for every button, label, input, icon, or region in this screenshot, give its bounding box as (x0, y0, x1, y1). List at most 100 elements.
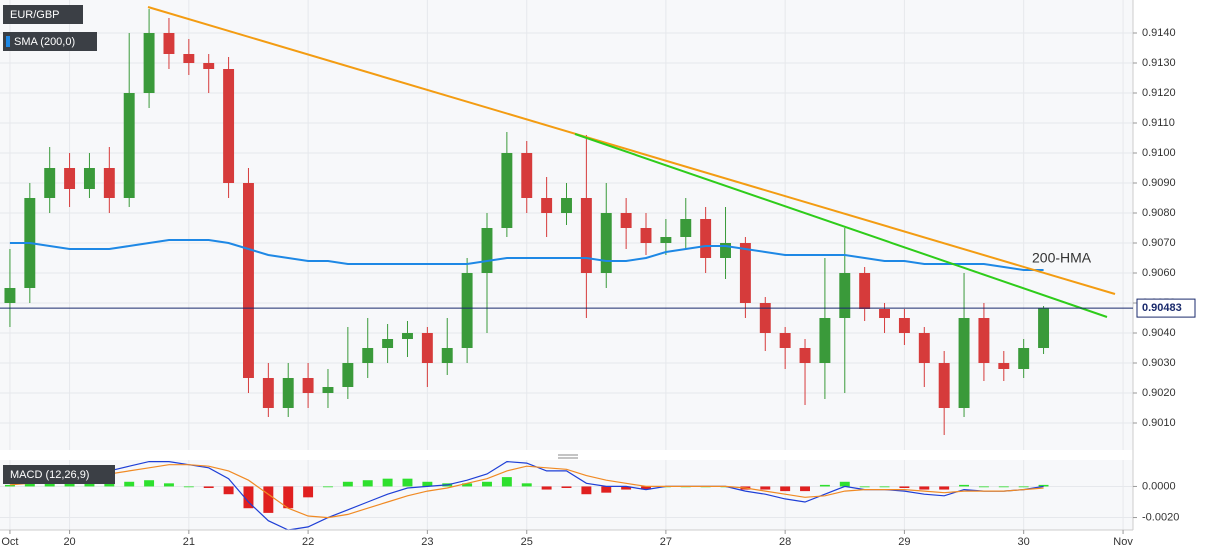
macd-histogram-bar (819, 484, 830, 487)
candle-body (143, 33, 155, 93)
macd-histogram-bar (163, 483, 174, 487)
candle-body (282, 378, 294, 408)
macd-histogram-bar (44, 483, 55, 487)
macd-histogram-bar (482, 481, 492, 487)
macd-histogram-bar (283, 486, 294, 509)
x-tick-label: 28 (779, 536, 791, 548)
candle-body (203, 63, 215, 69)
candle-body (819, 318, 831, 363)
candle-body (938, 363, 950, 408)
macd-histogram-bar (839, 481, 850, 487)
macd-histogram-bar (998, 486, 1009, 488)
candle-body (342, 363, 354, 387)
candle-body (4, 288, 16, 303)
candle-body (64, 168, 76, 189)
candle-body (1038, 308, 1050, 348)
y-tick-label: 0.9110 (1142, 117, 1175, 129)
macd-histogram-bar (621, 486, 632, 490)
macd-histogram-bar (1018, 486, 1029, 488)
candle-body (362, 348, 374, 363)
x-tick-label: Nov (1113, 536, 1133, 548)
y-tick-label: 0.9090 (1142, 177, 1176, 189)
candle-body (839, 273, 851, 318)
y-tick-label: 0.9010 (1142, 417, 1176, 429)
x-tick-label: 22 (302, 536, 314, 548)
indicator-swatch (6, 36, 10, 47)
candle-body (262, 378, 274, 408)
macd-histogram-bar (84, 483, 95, 487)
candle-body (700, 219, 712, 258)
current-price-label: 0.90483 (1142, 302, 1182, 314)
candle-body (739, 243, 751, 303)
symbol-box (3, 5, 83, 24)
candle-body (103, 168, 115, 198)
macd-histogram-bar (104, 483, 115, 487)
y-tick-label: -0.0020 (1142, 511, 1179, 523)
macd-histogram-bar (501, 477, 512, 487)
candle-body (83, 168, 95, 189)
macd-histogram-bar (541, 486, 552, 490)
macd-histogram-bar (362, 480, 373, 487)
macd-histogram-bar (24, 483, 35, 487)
candle-body (660, 237, 672, 243)
macd-histogram-bar (561, 486, 572, 488)
y-tick-label: 0.9130 (1142, 57, 1176, 69)
annotation: 200-HMA (1032, 250, 1092, 266)
candle-body (958, 318, 970, 408)
candle-body (918, 333, 930, 363)
macd-histogram-bar (64, 483, 75, 487)
macd-histogram-bar (760, 486, 771, 490)
candle-body (759, 303, 771, 333)
x-tick-label: 30 (1018, 536, 1030, 548)
panel-divider (558, 454, 578, 459)
candle-body (541, 198, 553, 213)
candle-body (859, 273, 871, 309)
candle-body (441, 348, 453, 363)
candle-body (302, 378, 314, 393)
candle-body (879, 309, 891, 318)
symbol-label: EUR/GBP (10, 9, 60, 21)
macd-histogram-bar (203, 486, 214, 488)
candle-body (481, 228, 493, 273)
candle-body (1018, 348, 1030, 369)
candle-body (501, 153, 513, 228)
macd-histogram-bar (800, 486, 810, 492)
y-tick-label: 0.9070 (1142, 237, 1176, 249)
resistance-trendline (147, 6, 1116, 295)
candle-body (561, 198, 572, 213)
macd-histogram-bar (859, 486, 870, 488)
signal-line (9, 464, 1044, 519)
y-tick-label: 0.9020 (1142, 387, 1176, 399)
macd-histogram-bar (4, 484, 15, 487)
x-tick-label: 25 (521, 536, 533, 548)
sma-line (9, 239, 1044, 271)
y-tick-label: 0.9060 (1142, 267, 1176, 279)
candle-body (898, 318, 910, 333)
macd-histogram-bar (959, 484, 970, 487)
candle-body (123, 93, 135, 198)
macd-histogram-bar (521, 483, 532, 487)
candle-body (720, 243, 731, 258)
candle-body (978, 318, 990, 363)
x-tick-label: Oct (1, 536, 18, 548)
macd-histogram-bar (382, 478, 393, 487)
macd-histogram-bar (342, 481, 353, 487)
candle-body (163, 33, 175, 54)
macd-histogram-bar (402, 478, 413, 487)
macd-histogram-bar (323, 486, 333, 488)
y-tick-label: 0.9140 (1142, 27, 1176, 39)
candle-body (620, 213, 632, 228)
candle-body (799, 348, 811, 363)
x-tick-label: 29 (898, 536, 910, 548)
candle-body (242, 183, 254, 378)
macd-histogram-bar (641, 486, 651, 490)
macd-histogram-bar (303, 486, 314, 498)
x-tick-label: 21 (183, 536, 195, 548)
macd-histogram-bar (601, 486, 612, 493)
y-tick-label: 0.0000 (1142, 480, 1176, 492)
macd-histogram-bar (1038, 484, 1049, 487)
candle-body (322, 387, 334, 393)
candle-body (600, 213, 612, 273)
candle-body (580, 198, 592, 273)
